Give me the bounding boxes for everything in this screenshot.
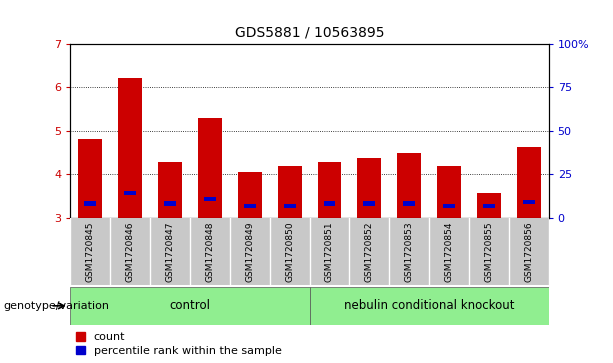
Bar <box>78 139 102 218</box>
Bar <box>204 197 216 201</box>
Bar <box>397 153 421 218</box>
Text: GSM1720855: GSM1720855 <box>484 221 493 282</box>
Bar <box>523 200 535 204</box>
Text: GSM1720847: GSM1720847 <box>166 221 175 282</box>
Bar <box>124 191 136 195</box>
Text: GSM1720845: GSM1720845 <box>86 221 95 282</box>
Bar <box>85 201 96 205</box>
Bar <box>164 201 176 205</box>
Bar <box>118 78 142 218</box>
Text: genotype/variation: genotype/variation <box>3 301 109 311</box>
Bar <box>70 287 310 325</box>
Bar <box>477 192 501 218</box>
Bar <box>244 204 256 208</box>
Title: GDS5881 / 10563895: GDS5881 / 10563895 <box>235 26 384 40</box>
Bar <box>443 204 455 208</box>
Bar <box>278 166 302 218</box>
Text: GSM1720853: GSM1720853 <box>405 221 414 282</box>
Bar <box>284 204 295 208</box>
Bar <box>198 118 222 218</box>
Text: GSM1720851: GSM1720851 <box>325 221 334 282</box>
Bar <box>517 147 541 218</box>
Text: GSM1720848: GSM1720848 <box>205 221 215 282</box>
Bar <box>324 201 335 205</box>
Text: GSM1720850: GSM1720850 <box>285 221 294 282</box>
Text: GSM1720856: GSM1720856 <box>524 221 533 282</box>
Bar <box>437 166 461 218</box>
Bar <box>403 201 415 205</box>
Bar <box>364 201 375 205</box>
Text: GSM1720849: GSM1720849 <box>245 221 254 282</box>
Bar <box>318 162 341 218</box>
Bar <box>158 162 182 218</box>
Bar <box>483 204 495 208</box>
Text: nebulin conditional knockout: nebulin conditional knockout <box>344 299 514 312</box>
Bar <box>357 158 381 218</box>
Bar <box>238 172 262 218</box>
Text: GSM1720854: GSM1720854 <box>444 221 454 282</box>
Text: GSM1720852: GSM1720852 <box>365 221 374 282</box>
Bar <box>310 287 549 325</box>
Text: GSM1720846: GSM1720846 <box>126 221 135 282</box>
Legend: count, percentile rank within the sample: count, percentile rank within the sample <box>76 332 282 356</box>
Text: control: control <box>170 299 210 312</box>
